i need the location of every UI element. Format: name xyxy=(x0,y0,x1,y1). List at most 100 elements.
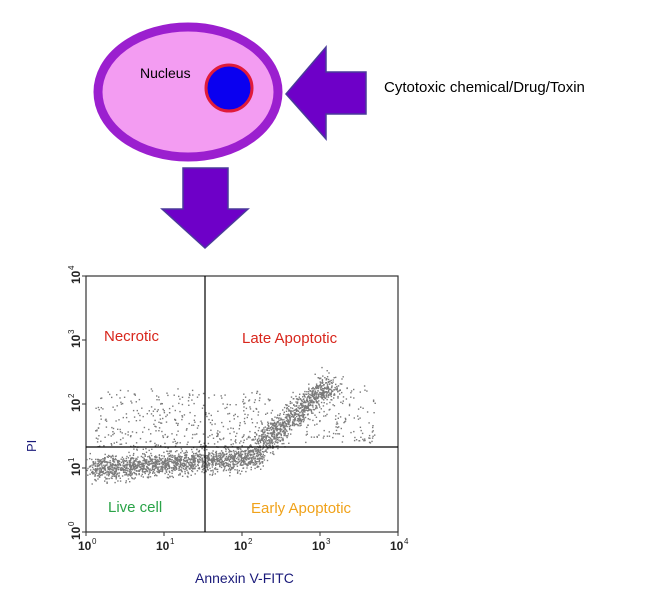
data-point xyxy=(207,454,210,456)
data-point xyxy=(231,457,233,459)
data-point xyxy=(277,437,279,439)
data-point xyxy=(257,453,259,455)
data-point xyxy=(154,445,157,447)
data-point xyxy=(167,453,169,455)
data-point xyxy=(262,440,265,442)
data-point xyxy=(112,427,115,430)
data-point xyxy=(96,430,98,432)
data-point xyxy=(164,442,166,445)
data-point xyxy=(254,463,257,465)
data-point xyxy=(258,437,260,439)
data-point xyxy=(279,440,281,442)
data-point xyxy=(335,383,337,386)
data-point xyxy=(288,421,290,423)
data-point xyxy=(256,422,258,424)
data-point xyxy=(196,454,198,456)
data-point xyxy=(314,398,316,400)
data-point xyxy=(179,474,181,476)
data-point xyxy=(287,419,289,421)
data-point xyxy=(115,468,117,470)
data-point xyxy=(269,439,271,441)
data-point xyxy=(306,393,308,395)
data-point xyxy=(245,407,248,410)
data-point xyxy=(192,424,195,426)
data-point xyxy=(261,462,264,464)
data-point xyxy=(132,464,134,467)
data-point xyxy=(180,459,182,462)
data-point xyxy=(89,473,91,475)
data-point xyxy=(287,435,289,437)
data-point xyxy=(128,451,130,454)
data-point xyxy=(208,457,210,459)
data-point xyxy=(184,452,187,454)
data-point xyxy=(327,387,329,389)
data-point xyxy=(348,404,351,407)
data-point xyxy=(301,406,304,408)
data-point xyxy=(278,424,280,426)
data-point xyxy=(315,383,318,385)
data-point xyxy=(210,429,212,431)
data-point xyxy=(276,422,278,424)
data-point xyxy=(243,457,245,459)
data-point xyxy=(323,410,325,413)
data-point xyxy=(306,399,308,402)
data-point xyxy=(149,471,151,474)
data-point xyxy=(145,461,147,463)
data-point xyxy=(224,445,226,447)
data-point xyxy=(322,396,324,399)
data-point xyxy=(210,455,213,457)
data-point xyxy=(330,399,332,401)
data-point xyxy=(187,471,189,473)
data-point xyxy=(279,433,281,435)
data-point xyxy=(268,440,270,442)
data-point xyxy=(261,429,263,431)
data-point xyxy=(102,467,104,470)
data-point xyxy=(298,398,300,401)
data-point xyxy=(133,448,135,450)
data-point xyxy=(221,459,223,462)
data-point xyxy=(337,391,339,393)
data-point xyxy=(274,416,276,418)
data-point xyxy=(97,438,99,440)
data-point xyxy=(267,421,269,423)
data-point xyxy=(189,411,191,414)
data-point xyxy=(237,452,239,454)
data-point xyxy=(239,453,241,455)
data-point xyxy=(168,459,170,461)
data-point xyxy=(246,416,248,419)
data-point xyxy=(128,473,131,476)
data-point xyxy=(241,445,243,447)
data-point xyxy=(220,453,222,455)
data-point xyxy=(166,464,168,466)
data-point xyxy=(295,423,297,426)
data-point xyxy=(222,403,224,405)
data-point xyxy=(160,470,162,472)
data-point xyxy=(129,474,131,476)
data-point xyxy=(219,459,222,461)
data-point xyxy=(206,468,209,471)
data-point xyxy=(278,414,281,417)
data-point xyxy=(216,460,218,462)
data-point xyxy=(235,435,237,437)
data-point xyxy=(205,466,208,468)
data-point xyxy=(279,413,281,415)
data-point xyxy=(153,468,156,470)
data-point xyxy=(248,435,250,438)
data-point xyxy=(221,462,223,464)
data-point xyxy=(211,464,213,466)
data-point xyxy=(130,470,132,473)
data-point xyxy=(368,437,370,439)
data-point xyxy=(230,468,233,470)
data-point xyxy=(290,410,293,412)
data-point xyxy=(302,409,304,412)
data-point xyxy=(106,456,109,458)
data-point xyxy=(330,391,333,393)
data-point xyxy=(311,412,313,414)
data-point xyxy=(222,470,225,472)
data-point xyxy=(225,453,228,456)
data-point xyxy=(174,465,177,468)
data-point xyxy=(281,431,284,433)
data-point xyxy=(118,419,120,421)
data-point xyxy=(306,407,308,409)
data-point xyxy=(251,418,253,420)
